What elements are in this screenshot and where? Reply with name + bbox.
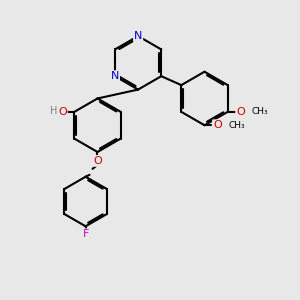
Text: N: N xyxy=(111,71,119,81)
Text: O: O xyxy=(213,120,222,130)
Text: CH₃: CH₃ xyxy=(251,107,268,116)
Text: O: O xyxy=(58,107,67,117)
Text: N: N xyxy=(134,31,142,41)
Text: CH₃: CH₃ xyxy=(228,121,245,130)
Text: O: O xyxy=(93,156,102,166)
Text: H: H xyxy=(50,106,57,116)
Text: F: F xyxy=(82,229,89,239)
Text: O: O xyxy=(236,107,245,117)
